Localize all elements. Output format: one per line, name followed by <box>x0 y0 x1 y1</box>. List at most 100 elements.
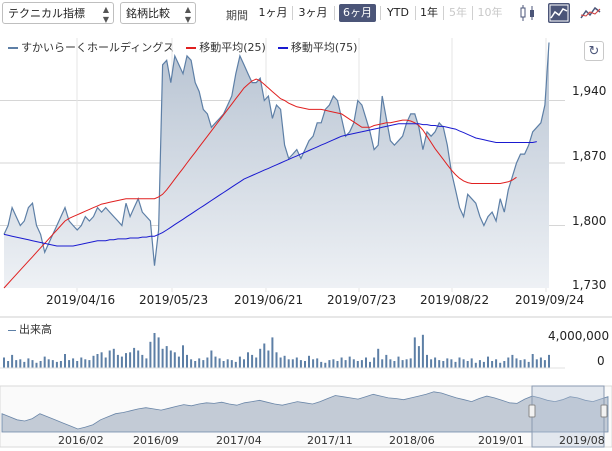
volume-bar <box>316 358 319 368</box>
volume-bar <box>186 354 188 368</box>
period-5y-button[interactable]: 5年 <box>449 6 467 19</box>
volume-bar <box>548 354 550 368</box>
compare-stock-select[interactable]: 銘柄比較 ▲ ▼ <box>120 2 196 24</box>
volume-bar <box>59 361 62 368</box>
volume-bar <box>234 361 237 368</box>
technical-indicator-label: テクニカル指標 <box>8 7 85 20</box>
volume-bar <box>491 361 494 368</box>
period-1m-button[interactable]: 1ヶ月 <box>258 6 288 19</box>
divider <box>380 6 381 20</box>
legend-ma25: 移動平均(25) <box>186 39 266 55</box>
volume-bar <box>438 360 441 368</box>
volume-bar <box>55 361 58 368</box>
volume-bar <box>336 361 339 368</box>
volume-bar <box>495 359 498 369</box>
volume-bar <box>320 361 323 368</box>
volume-bar <box>332 359 335 369</box>
volume-bar <box>340 357 343 368</box>
volume-bar <box>263 343 266 368</box>
volume-bar <box>397 356 400 368</box>
technical-indicator-select[interactable]: テクニカル指標 ▲ ▼ <box>2 2 114 24</box>
volume-bar <box>531 354 534 368</box>
volume-bar <box>51 360 54 368</box>
volume-bar <box>389 359 392 369</box>
legend-price-label: すかいらーくホールディングス <box>21 41 175 54</box>
period-3m-button[interactable]: 3ヶ月 <box>298 6 328 19</box>
divider <box>334 6 335 20</box>
volume-bar <box>377 348 380 369</box>
x-tick-label: 2019/07/23 <box>327 293 397 307</box>
period-10y-button[interactable]: 10年 <box>477 6 503 19</box>
volume-bar <box>446 358 449 368</box>
volume-bar <box>295 357 298 368</box>
volume-bar <box>149 341 152 369</box>
volume-bar <box>133 347 136 368</box>
refresh-icon[interactable]: ↻ <box>584 41 604 61</box>
volume-bar <box>157 337 160 368</box>
volume-bar <box>153 333 156 368</box>
volume-bar <box>426 354 428 368</box>
legend-swatch <box>277 47 288 49</box>
volume-bar <box>112 348 115 369</box>
volume-bar <box>458 357 461 368</box>
volume-bar <box>222 361 225 368</box>
toolbar: テクニカル指標 ▲ ▼ 銘柄比較 ▲ ▼ 期間 1ヶ月 3ヶ月 6ヶ月 YTD 1年… <box>0 0 612 28</box>
volume-bar <box>251 354 254 368</box>
period-ytd-button[interactable]: YTD <box>387 6 409 19</box>
volume-bar <box>409 358 412 368</box>
navigator-left-handle <box>528 404 536 418</box>
volume-bar <box>515 358 518 368</box>
divider <box>443 6 444 20</box>
volume-bar <box>84 359 87 369</box>
volume-bar <box>275 352 278 369</box>
volume-legend-swatch <box>8 329 16 331</box>
volume-bar <box>238 356 241 368</box>
period-6m-button[interactable]: 6ヶ月 <box>339 4 376 22</box>
y-tick-label: 1,730 <box>572 278 607 292</box>
volume-bar <box>108 350 111 368</box>
volume-bar <box>47 359 50 369</box>
volume-bar <box>68 360 71 368</box>
volume-bar <box>511 354 514 368</box>
volume-bar <box>519 360 522 368</box>
volume-bar <box>434 357 437 368</box>
volume-bar <box>523 359 526 369</box>
legend-price: すかいらーくホールディングス <box>8 39 174 55</box>
volume-bar <box>381 359 384 369</box>
ma25-line <box>3 78 517 289</box>
volume-bar <box>430 359 433 369</box>
volume-bar <box>129 352 132 369</box>
volume-bar <box>283 355 286 369</box>
navigator-tick-label: 2019/01 <box>478 434 524 447</box>
volume-bar <box>39 361 42 368</box>
volume-bar <box>230 360 233 368</box>
divider <box>292 6 293 20</box>
period-1y-button[interactable]: 1年 <box>420 6 438 19</box>
volume-bar <box>218 358 221 368</box>
volume-bar <box>527 361 530 368</box>
legend-swatch <box>8 47 18 49</box>
volume-bar <box>454 361 457 368</box>
volume-bar <box>80 357 83 368</box>
volume-bar <box>291 359 294 369</box>
volume-bar <box>421 334 424 369</box>
period-label: 期間 <box>226 9 248 22</box>
area-chart-icon[interactable] <box>548 3 570 23</box>
candlestick-icon[interactable] <box>517 3 539 23</box>
volume-bar <box>365 357 367 368</box>
volume-bar <box>161 348 164 369</box>
volume-bar <box>312 359 315 369</box>
volume-bar <box>27 358 30 368</box>
volume-bar <box>360 360 363 368</box>
volume-bar <box>247 352 249 369</box>
volume-bar <box>255 357 258 368</box>
line-chart-icon[interactable] <box>579 3 601 23</box>
volume-bar <box>344 360 347 368</box>
volume-bar <box>352 359 355 369</box>
volume-bar <box>202 360 205 368</box>
legend-swatch <box>186 47 197 49</box>
volume-bar <box>543 360 546 368</box>
y-tick-label: 1,940 <box>572 84 607 98</box>
y-tick-label: 1,800 <box>572 214 607 228</box>
